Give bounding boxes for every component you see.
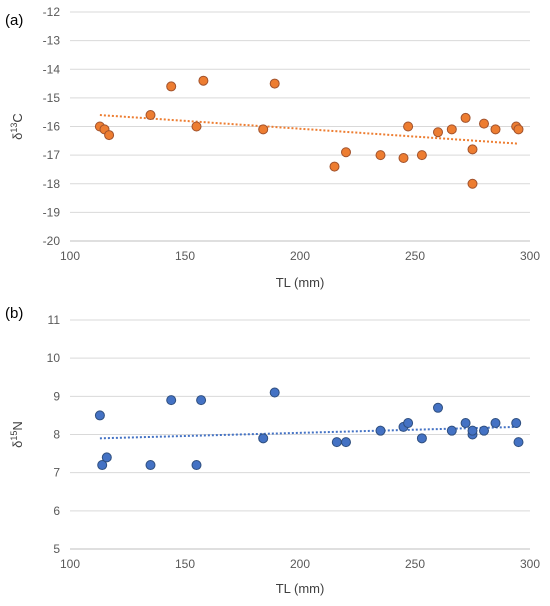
- panel-label: (b): [5, 305, 23, 322]
- x-tick-label: 100: [60, 557, 80, 571]
- data-point: [416, 433, 427, 444]
- y-tick-label: -17: [43, 148, 61, 162]
- data-point: [511, 418, 522, 429]
- data-point: [403, 121, 414, 132]
- data-point: [101, 452, 112, 463]
- y-axis-label-sup: 13: [9, 123, 19, 133]
- data-point: [191, 121, 202, 132]
- data-point: [416, 150, 427, 161]
- data-point: [490, 418, 501, 429]
- data-point: [490, 124, 501, 135]
- x-axis-label: TL (mm): [276, 581, 325, 596]
- y-tick-label: -15: [43, 91, 61, 105]
- data-point: [467, 144, 478, 155]
- y-tick-label: -16: [43, 120, 61, 134]
- data-point: [258, 433, 269, 444]
- data-point: [331, 437, 342, 448]
- trendline: [99, 114, 519, 145]
- data-point: [460, 418, 471, 429]
- y-tick-label: 7: [53, 466, 60, 480]
- y-axis-label-suffix: C: [10, 113, 25, 122]
- data-point: [467, 425, 478, 436]
- data-point: [94, 410, 105, 421]
- y-axis-label-prefix: δ: [10, 133, 25, 140]
- x-tick-label: 300: [520, 557, 540, 571]
- x-tick-label: 200: [290, 249, 310, 263]
- y-tick-label: 5: [53, 542, 60, 556]
- data-point: [104, 130, 115, 141]
- data-point: [446, 124, 457, 135]
- y-axis-label: δ13C: [9, 113, 25, 140]
- y-tick-label: 9: [53, 389, 60, 403]
- x-tick-label: 150: [175, 557, 195, 571]
- data-point: [403, 418, 414, 429]
- data-point: [341, 437, 351, 448]
- data-point: [198, 75, 209, 86]
- data-point: [433, 402, 443, 413]
- y-tick-label: -19: [43, 205, 61, 219]
- chart-b: 5 6 7 8 9 10 11 100 150 200 250 300 (b) TL (mm) δ15…: [5, 305, 540, 596]
- panel-label: (a): [5, 12, 23, 29]
- data-point: [196, 395, 207, 406]
- data-point: [329, 161, 340, 172]
- data-point: [460, 112, 471, 123]
- y-tick-label: -14: [43, 62, 61, 76]
- data-point: [145, 110, 156, 121]
- y-tick-label: -12: [43, 5, 61, 19]
- data-point: [398, 152, 409, 163]
- data-point: [467, 178, 478, 189]
- data-point: [479, 118, 489, 129]
- x-tick-label: 300: [520, 249, 540, 263]
- data-point: [375, 425, 386, 436]
- x-tick-label: 200: [290, 557, 310, 571]
- y-tick-label: 6: [53, 504, 60, 518]
- data-point: [145, 460, 156, 471]
- data-point: [375, 150, 386, 161]
- data-point: [513, 437, 524, 448]
- x-tick-label: 250: [405, 249, 425, 263]
- data-point: [433, 127, 443, 138]
- y-tick-label: -20: [43, 234, 61, 248]
- data-point: [97, 460, 108, 471]
- y-axis-label: δ15N: [9, 421, 25, 448]
- y-axis-label-prefix: δ: [10, 441, 25, 448]
- y-axis-label-suffix: N: [10, 421, 25, 430]
- data-point: [269, 387, 280, 398]
- x-tick-label: 100: [60, 249, 80, 263]
- data-point: [513, 124, 524, 135]
- data-point: [446, 425, 457, 436]
- data-point: [166, 81, 177, 92]
- y-tick-label: 11: [48, 313, 61, 327]
- data-point: [479, 425, 489, 436]
- x-axis-label: TL (mm): [276, 275, 325, 290]
- data-point: [341, 147, 351, 158]
- data-point: [166, 395, 177, 406]
- y-tick-label: 10: [47, 351, 61, 365]
- x-tick-label: 250: [405, 557, 425, 571]
- y-tick-label: 8: [53, 428, 60, 442]
- y-axis-label-sup: 15: [9, 431, 19, 441]
- x-tick-label: 150: [175, 249, 195, 263]
- data-point: [269, 78, 280, 89]
- y-tick-label: -13: [43, 34, 61, 48]
- data-point: [258, 124, 269, 135]
- y-tick-label: -18: [43, 177, 61, 191]
- data-point: [191, 460, 202, 471]
